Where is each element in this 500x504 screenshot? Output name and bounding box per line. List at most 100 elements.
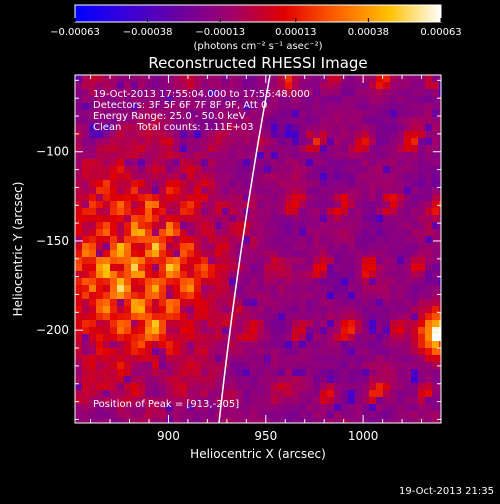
heatmap-cell xyxy=(75,131,83,139)
heatmap-cell xyxy=(411,194,419,202)
heatmap-cell xyxy=(229,89,237,97)
heatmap-cell xyxy=(215,236,223,244)
heatmap-cell xyxy=(222,187,230,195)
heatmap-cell xyxy=(334,145,342,153)
heatmap-cell xyxy=(376,75,384,83)
heatmap-cell xyxy=(208,362,216,370)
heatmap-cell xyxy=(166,334,174,342)
heatmap-cell xyxy=(299,110,307,118)
heatmap-cell xyxy=(320,383,328,391)
heatmap-cell xyxy=(411,187,419,195)
heatmap-cell xyxy=(103,215,111,223)
heatmap-cell xyxy=(306,390,314,398)
heatmap-cell xyxy=(320,369,328,377)
heatmap-cell xyxy=(145,145,153,153)
heatmap-cell xyxy=(131,138,139,146)
heatmap-cell xyxy=(285,173,293,181)
heatmap-cell xyxy=(124,82,132,90)
heatmap-cell xyxy=(376,278,384,286)
heatmap-cell xyxy=(285,278,293,286)
heatmap-cell xyxy=(348,138,356,146)
heatmap-cell xyxy=(229,411,237,419)
heatmap-cell xyxy=(250,264,258,272)
heatmap-cell xyxy=(180,131,188,139)
heatmap-cell xyxy=(89,110,97,118)
heatmap-cell xyxy=(271,418,279,423)
heatmap-cell xyxy=(390,376,398,384)
heatmap-cell xyxy=(173,159,181,167)
heatmap-cell xyxy=(222,159,230,167)
heatmap-cell xyxy=(131,299,139,307)
heatmap-cell xyxy=(376,131,384,139)
heatmap-image xyxy=(75,75,441,423)
heatmap-cell xyxy=(306,117,314,125)
heatmap-cell xyxy=(397,145,405,153)
heatmap-cell xyxy=(397,320,405,328)
heatmap-cell xyxy=(327,341,335,349)
heatmap-cell xyxy=(159,180,167,188)
heatmap-cell xyxy=(96,215,104,223)
heatmap-cell xyxy=(159,187,167,195)
heatmap-cell xyxy=(355,313,363,321)
heatmap-cell xyxy=(404,250,412,258)
heatmap-cell xyxy=(278,355,286,363)
heatmap-cell xyxy=(432,187,440,195)
heatmap-cell xyxy=(201,271,209,279)
heatmap-cell xyxy=(187,180,195,188)
heatmap-cell xyxy=(278,145,286,153)
heatmap-cell xyxy=(187,89,195,97)
heatmap-cell xyxy=(236,201,244,209)
heatmap-cell xyxy=(131,243,139,251)
heatmap-cell xyxy=(89,397,97,405)
heatmap-cell xyxy=(243,376,251,384)
heatmap-cell xyxy=(432,131,440,139)
heatmap-cell xyxy=(432,397,440,405)
heatmap-cell xyxy=(222,376,230,384)
heatmap-cell xyxy=(306,89,314,97)
heatmap-cell xyxy=(124,166,132,174)
heatmap-cell xyxy=(418,397,426,405)
heatmap-cell xyxy=(390,327,398,335)
heatmap-cell xyxy=(404,124,412,132)
heatmap-cell xyxy=(404,159,412,167)
heatmap-cell xyxy=(180,341,188,349)
heatmap-cell xyxy=(117,236,125,244)
heatmap-cell xyxy=(306,75,314,83)
heatmap-cell xyxy=(397,201,405,209)
heatmap-cell xyxy=(152,390,160,398)
heatmap-cell xyxy=(257,159,265,167)
heatmap-cell xyxy=(222,264,230,272)
heatmap-cell xyxy=(397,124,405,132)
heatmap-cell xyxy=(383,376,391,384)
heatmap-cell xyxy=(411,390,419,398)
y-tick-label: −200 xyxy=(36,323,69,337)
heatmap-cell xyxy=(369,285,377,293)
heatmap-cell xyxy=(285,152,293,160)
heatmap-cell xyxy=(292,285,300,293)
heatmap-cell xyxy=(236,299,244,307)
heatmap-cell xyxy=(96,334,104,342)
heatmap-cell xyxy=(355,390,363,398)
heatmap-cell xyxy=(89,180,97,188)
heatmap-cell xyxy=(327,271,335,279)
heatmap-cell xyxy=(229,348,237,356)
heatmap-cell xyxy=(334,194,342,202)
heatmap-cell xyxy=(355,418,363,423)
heatmap-cell xyxy=(390,334,398,342)
heatmap-cell xyxy=(404,411,412,419)
heatmap-cell xyxy=(222,222,230,230)
heatmap-cell xyxy=(369,215,377,223)
heatmap-cell xyxy=(432,159,440,167)
heatmap-cell xyxy=(110,229,118,237)
heatmap-cell xyxy=(145,264,153,272)
heatmap-cell xyxy=(292,404,300,412)
heatmap-cell xyxy=(173,390,181,398)
heatmap-cell xyxy=(397,222,405,230)
heatmap-cell xyxy=(82,82,90,90)
heatmap-cell xyxy=(75,89,83,97)
heatmap-cell xyxy=(110,159,118,167)
heatmap-cell xyxy=(124,271,132,279)
heatmap-cell xyxy=(299,355,307,363)
heatmap-cell xyxy=(243,369,251,377)
heatmap-cell xyxy=(411,355,419,363)
